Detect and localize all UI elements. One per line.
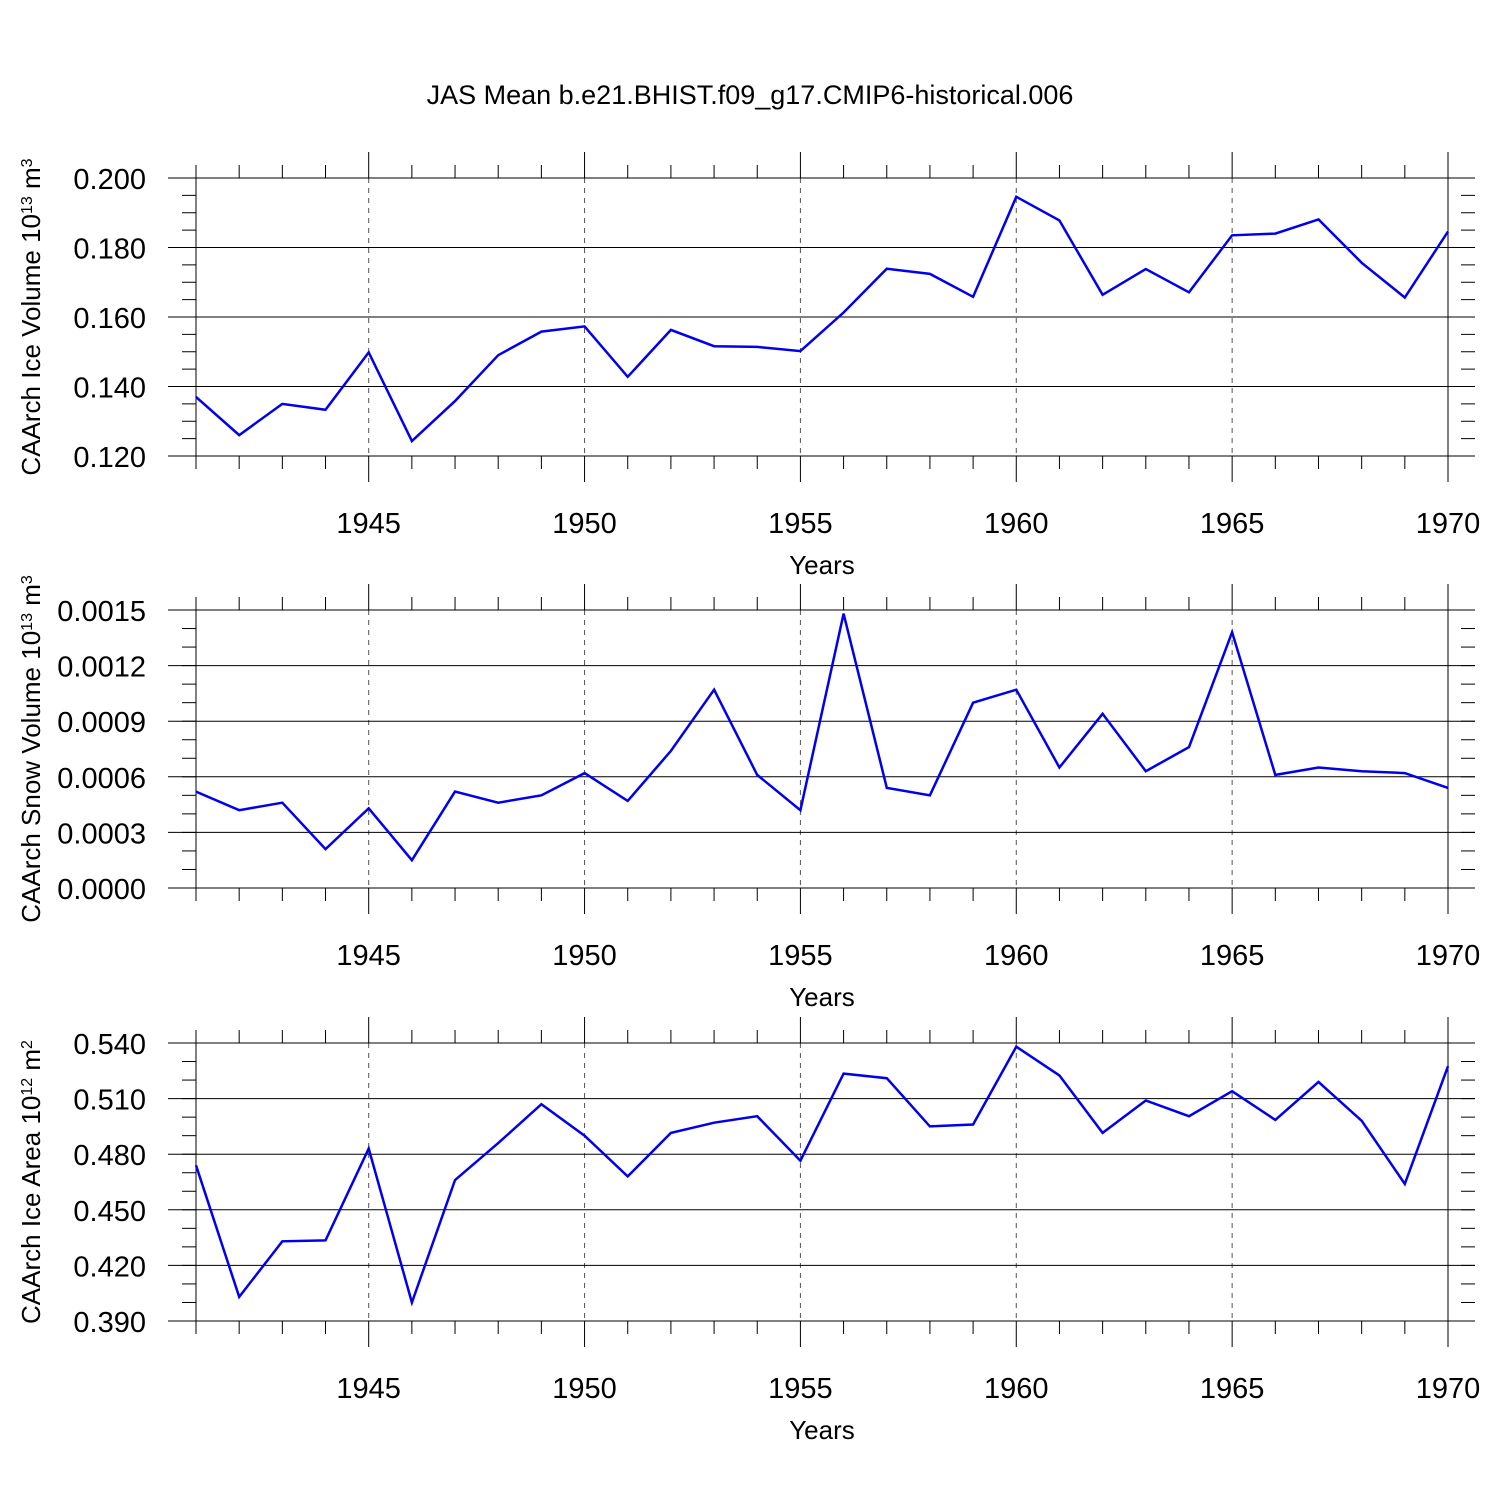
y-axis-label: CAArch Ice Volume 1013 m3	[16, 158, 46, 475]
figure-title: JAS Mean b.e21.BHIST.f09_g17.CMIP6-histo…	[427, 80, 1074, 110]
x-tick-label: 1950	[552, 1373, 617, 1405]
x-tick-label: 1950	[552, 508, 617, 540]
y-axis-label-tail: m	[16, 584, 46, 613]
series-line	[195, 613, 1449, 863]
y-axis-label-exponent: 13	[19, 613, 36, 631]
x-axis-label: Years	[789, 982, 855, 1012]
series-line	[195, 195, 1450, 444]
y-tick-label: 0.450	[73, 1196, 146, 1228]
x-tick-label: 1960	[984, 940, 1049, 972]
y-tick-label: 0.0003	[57, 818, 146, 850]
x-tick-label: 1965	[1200, 940, 1265, 972]
x-tick-label: 1950	[552, 940, 617, 972]
y-axis-label-unit-exponent: 2	[19, 1040, 36, 1049]
y-tick-label: 0.180	[73, 234, 146, 266]
y-tick-label: 0.510	[73, 1085, 146, 1117]
y-tick-label: 0.0000	[57, 874, 146, 906]
y-axis-label-exponent: 13	[19, 196, 36, 214]
y-tick-label: 0.0015	[57, 596, 146, 628]
y-tick-label: 0.480	[73, 1140, 146, 1172]
panel-1: 0.120 0.140 0.160 0.180 0.200 1945 1950 1955 196…	[16, 152, 1480, 580]
y-axis-label: CAArch Ice Area 1012 m2	[16, 1040, 46, 1324]
y-tick-label: 0.390	[73, 1307, 146, 1339]
x-axis-label: Years	[789, 1415, 855, 1445]
y-axis-label-tail: m	[16, 167, 46, 196]
y-axis-label-unit-exponent: 3	[19, 158, 36, 167]
y-axis-label-main: CAArch Ice Volume 10	[16, 214, 46, 476]
y-tick-label: 0.200	[73, 164, 146, 196]
y-tick-label: 0.0006	[57, 763, 146, 795]
x-tick-label: 1970	[1416, 1373, 1481, 1405]
y-tick-label: 0.120	[73, 442, 146, 474]
panel-3: 0.390 0.420 0.450 0.480 0.510 0.540 1945 1950 19…	[16, 1017, 1480, 1445]
y-axis-label-main: CAArch Snow Volume 10	[16, 631, 46, 923]
x-tick-label: 1970	[1416, 940, 1481, 972]
x-tick-label: 1965	[1200, 508, 1265, 540]
x-axis-label: Years	[789, 550, 855, 580]
x-tick-label: 1955	[768, 1373, 833, 1405]
x-tick-label: 1960	[984, 1373, 1049, 1405]
x-tick-label: 1960	[984, 508, 1049, 540]
y-axis-label-exponent: 12	[19, 1078, 36, 1096]
series-line	[194, 1044, 1450, 1307]
x-tick-label: 1965	[1200, 1373, 1265, 1405]
panel-2: 0.0000 0.0003 0.0006 0.0009 0.0012 0.0015 1945…	[16, 575, 1480, 1012]
y-tick-label: 0.160	[73, 303, 146, 335]
x-tick-label: 1945	[336, 508, 401, 540]
y-axis-label-unit-exponent: 3	[19, 575, 36, 584]
y-tick-label: 0.420	[73, 1251, 146, 1283]
x-tick-label: 1955	[768, 508, 833, 540]
x-tick-label: 1955	[768, 940, 833, 972]
y-axis-label-tail: m	[16, 1049, 46, 1078]
x-tick-label: 1945	[336, 940, 401, 972]
x-tick-label: 1970	[1416, 508, 1481, 540]
panels: 0.120 0.140 0.160 0.180 0.200 1945 1950 1955 196…	[16, 152, 1480, 1445]
y-axis-label: CAArch Snow Volume 1013 m3	[16, 575, 46, 923]
y-axis-label-main: CAArch Ice Area 10	[16, 1096, 46, 1324]
y-tick-label: 0.0009	[57, 707, 146, 739]
y-tick-label: 0.540	[73, 1029, 146, 1061]
y-tick-label: 0.0012	[57, 652, 146, 684]
y-tick-label: 0.140	[73, 373, 146, 405]
x-tick-label: 1945	[336, 1373, 401, 1405]
